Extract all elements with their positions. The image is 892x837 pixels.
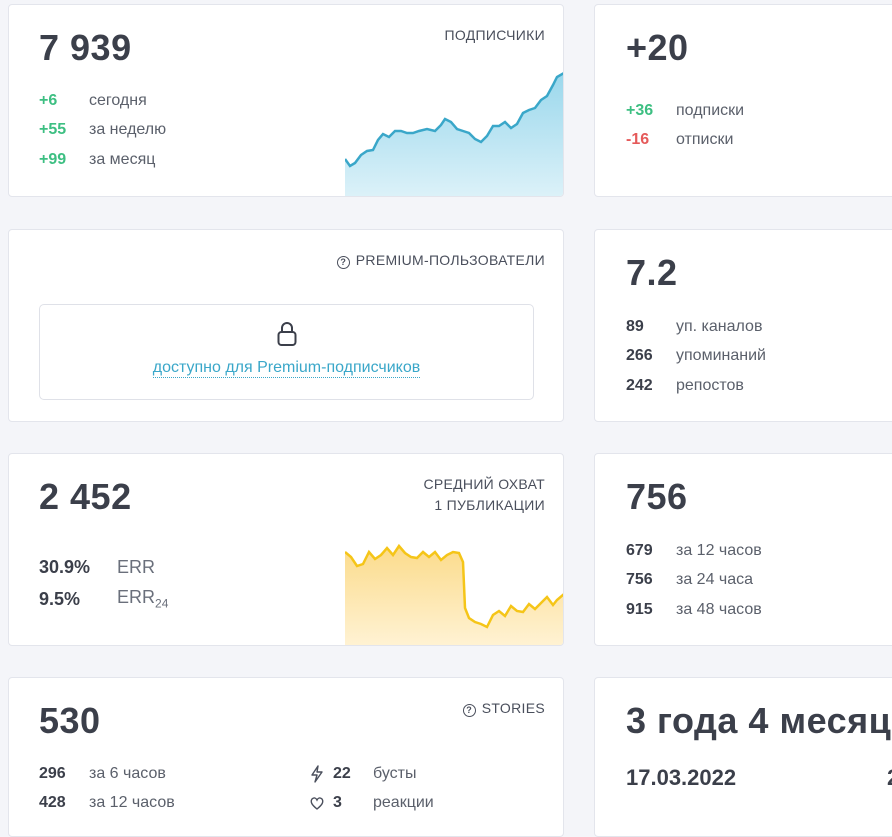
views-card[interactable]: 756 679 за 12 часов 756 за 24 часа 915 за 4… [594, 453, 892, 646]
subscribers-card[interactable]: 7 939 ПОДПИСЧИКИ +6 сегодня +55 за неделю … [8, 4, 564, 197]
help-icon[interactable]: ? [336, 256, 350, 269]
net-change-total: +20 [626, 27, 689, 68]
list-item: +6 сегодня [39, 91, 147, 109]
list-item: 679 за 12 часов [626, 541, 762, 559]
list-item: +99 за месяц [39, 150, 156, 168]
sparkline-line [345, 543, 563, 629]
citation-card[interactable]: 7.2 89 уп. каналов 266 упоминаний 242 репос… [594, 229, 892, 422]
list-item: +55 за неделю [39, 121, 167, 139]
reaction-icon [310, 797, 324, 811]
net-change-stats: +36 подписки -16 отписки [626, 96, 744, 155]
stories-label: ? STORIES [462, 698, 545, 719]
list-item: +36 подписки [626, 101, 745, 119]
views-total: 756 [626, 476, 688, 517]
premium-link[interactable]: доступно для Premium-подписчиков [152, 359, 421, 378]
reach-sparkline[interactable] [345, 538, 564, 646]
list-item: 89 уп. каналов [626, 317, 763, 335]
channel-created-date: 17.03.2022 [626, 765, 737, 790]
stories-card[interactable]: 530 ? STORIES 296 за 6 часов 428 за 12 часо… [8, 677, 564, 837]
premium-locked-box[interactable]: доступно для Premium-подписчиков [39, 304, 534, 400]
channel-age-card[interactable]: 3 года 4 месяца 17.03.2022 2 [594, 677, 892, 837]
citation-total: 7.2 [626, 252, 678, 293]
list-item: 242 репостов [626, 376, 744, 394]
list-item: 3 реакции [309, 789, 563, 819]
premium-label: ? PREMIUM-ПОЛЬЗОВАТЕЛИ [336, 250, 545, 271]
stories-total: 530 [39, 700, 101, 741]
premium-card[interactable]: ? PREMIUM-ПОЛЬЗОВАТЕЛИ доступно для Premi… [8, 229, 564, 422]
list-item: -16 отписки [626, 131, 734, 149]
subscribers-label: ПОДПИСЧИКИ [444, 27, 545, 43]
err24-row: 9.5% ERR24 [39, 587, 169, 611]
list-item: 756 за 24 часа [626, 571, 754, 589]
channel-age-total: 3 года 4 месяца [626, 700, 892, 741]
views-stats: 679 за 12 часов 756 за 24 часа 915 за 48 ча… [626, 536, 762, 625]
stories-stats: 296 за 6 часов 428 за 12 часов 22 бусты 3 ре… [39, 759, 563, 819]
list-item: 296 за 6 часов [39, 764, 166, 782]
list-item: 266 упоминаний [626, 347, 766, 365]
reach-card[interactable]: 2 452 СРЕДНИЙ ОХВАТ 1 ПУБЛИКАЦИИ 30.9% ER… [8, 453, 564, 646]
net-change-card[interactable]: +20 +36 подписки -16 отписки [594, 4, 892, 197]
citation-stats: 89 уп. каналов 266 упоминаний 242 репостов [626, 312, 766, 401]
list-item: 22 бусты [309, 759, 563, 789]
err-stats: 30.9% ERR 9.5% ERR24 [39, 551, 168, 615]
help-icon[interactable]: ? [462, 704, 476, 717]
list-item: 428 за 12 часов [39, 794, 175, 812]
sparkline-area [345, 73, 563, 196]
err-row: 30.9% ERR [39, 556, 156, 577]
subscribers-stats: +6 сегодня +55 за неделю +99 за месяц [39, 86, 166, 175]
channel-extra-value: 2 [887, 765, 892, 791]
stories-left-col: 296 за 6 часов 428 за 12 часов [39, 759, 309, 818]
lock-icon [277, 322, 297, 346]
reach-label: СРЕДНИЙ ОХВАТ 1 ПУБЛИКАЦИИ [423, 476, 545, 513]
reach-total: 2 452 [39, 476, 132, 517]
subscribers-total: 7 939 [39, 27, 132, 68]
sparkline-line [345, 72, 563, 168]
list-item: 915 за 48 часов [626, 600, 762, 618]
sparkline-area [345, 546, 563, 645]
stories-right-col: 22 бусты 3 реакции [309, 759, 563, 819]
subscribers-sparkline[interactable] [345, 69, 564, 197]
lightning-icon [311, 765, 323, 783]
